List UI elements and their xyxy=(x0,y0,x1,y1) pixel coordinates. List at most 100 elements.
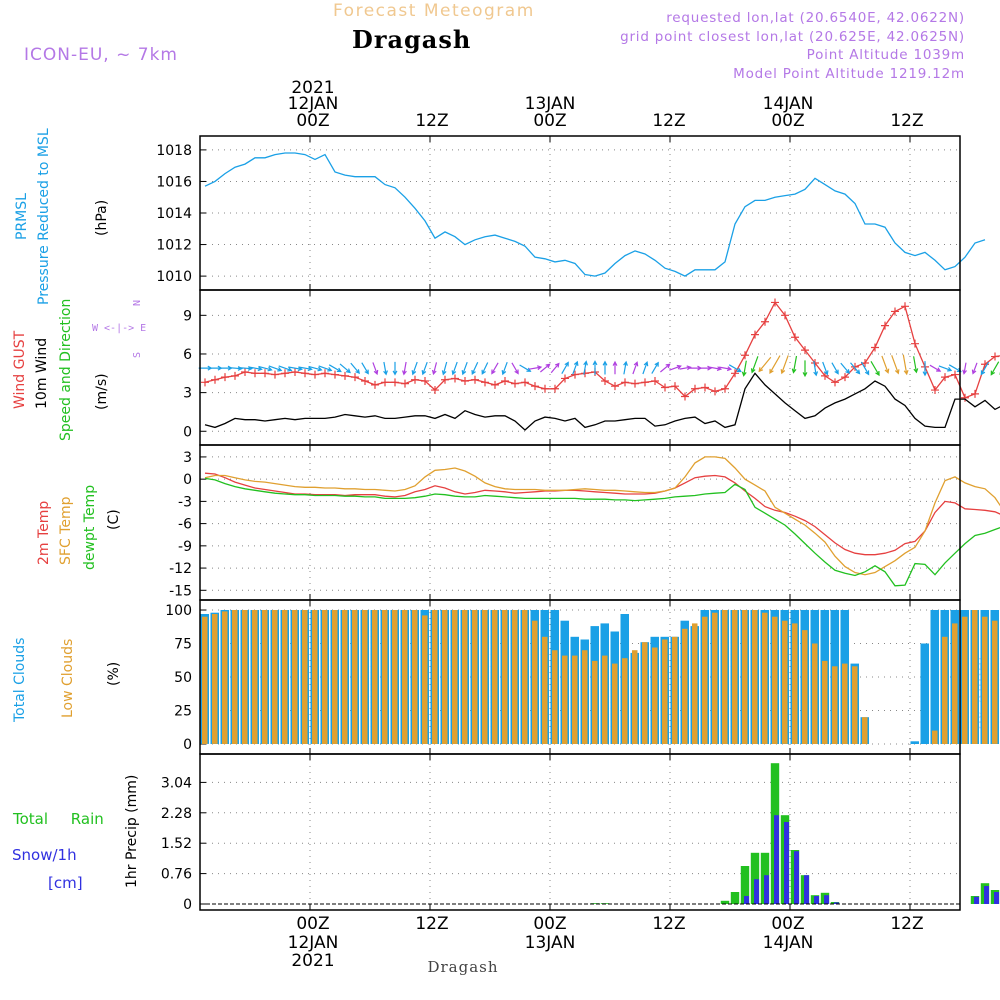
snow-bar xyxy=(744,896,749,904)
wind-arrow xyxy=(902,354,909,376)
gust-marker xyxy=(261,369,269,378)
gust-marker xyxy=(701,383,709,392)
bottom-tick-label: 00Z xyxy=(533,914,566,934)
temp-unit-label: (C) xyxy=(106,509,122,530)
low-cloud-bar xyxy=(392,610,398,744)
gust-marker xyxy=(231,371,239,380)
low-cloud-bar xyxy=(932,730,938,744)
wind-arrow xyxy=(550,362,560,374)
wind-arrow xyxy=(583,360,588,375)
precip-panel-labels: Total Rain Snow/1h [cm] 1hr Precip (mm) xyxy=(12,775,140,892)
gust-marker xyxy=(511,379,519,388)
series-line-dewpt-temp xyxy=(204,477,1000,587)
low-cloud-bar xyxy=(712,612,718,744)
wind-arrow xyxy=(660,363,671,373)
low-cloud-bar xyxy=(372,610,378,744)
gust-marker xyxy=(201,378,209,387)
wind-arrow xyxy=(572,360,579,375)
top-time-axis: 2021 12JAN 13JAN 14JAN 00Z 12Z 00Z 12Z 0… xyxy=(288,78,924,131)
wind-arrow xyxy=(431,362,438,376)
low-cloud-bar xyxy=(862,717,868,744)
wind-arrow xyxy=(612,360,618,375)
snow-unit-label: [cm] xyxy=(48,874,83,892)
total-cloud-bar xyxy=(910,741,919,744)
bottom-tick-label: 12Z xyxy=(652,914,685,934)
low-cloud-bar xyxy=(982,616,988,744)
wind-arrow xyxy=(268,365,283,372)
gust-marker xyxy=(801,346,809,355)
wind-arrow xyxy=(392,361,398,376)
gust-marker xyxy=(521,378,529,387)
low-cloud-bar xyxy=(502,610,508,744)
wind-arrow xyxy=(870,360,880,377)
gust-marker xyxy=(241,368,249,377)
snow-bar xyxy=(784,822,789,904)
gust-marker xyxy=(661,383,669,392)
y-tick-label: -15 xyxy=(169,583,192,599)
wind-arrow xyxy=(938,365,953,372)
low-cloud-bar xyxy=(642,642,648,744)
top-tick-label: 12Z xyxy=(890,111,923,131)
low-cloud-bar xyxy=(822,660,828,744)
low-cloud-bar xyxy=(422,615,428,744)
low-cloud-bar xyxy=(242,610,248,744)
snow-bar xyxy=(764,875,769,904)
gust-marker xyxy=(711,387,719,396)
wind-arrow xyxy=(840,362,851,375)
y-tick-label: 1014 xyxy=(156,206,192,222)
gust-marker xyxy=(641,378,649,387)
low-cloud-bar xyxy=(462,610,468,744)
wind-arrow xyxy=(980,361,990,376)
wind-speed-dir-label: Speed and Direction xyxy=(58,299,74,441)
gust-marker xyxy=(551,384,559,393)
gust-marker xyxy=(461,377,469,386)
series-line-sfc-temp xyxy=(204,456,1000,576)
total-clouds-label: Total Clouds xyxy=(12,638,28,723)
gust-marker xyxy=(311,370,319,379)
wind-arrow xyxy=(651,361,659,374)
low-cloud-bar xyxy=(842,663,848,744)
y-tick-label: 1.52 xyxy=(161,836,192,852)
gust-marker xyxy=(821,371,829,380)
gust-marker xyxy=(971,389,979,398)
wind-arrow xyxy=(328,364,342,373)
wind-arrow xyxy=(602,360,608,375)
y-tick-label: 1010 xyxy=(156,269,192,285)
snow-bar xyxy=(834,902,839,904)
rain-bar xyxy=(740,866,750,904)
y-tick-label: -6 xyxy=(178,517,192,533)
low-cloud-bar xyxy=(222,611,228,744)
y-tick-label: -12 xyxy=(169,561,192,577)
gust-marker xyxy=(831,378,839,387)
wind-arrow xyxy=(350,362,361,375)
snow-bar xyxy=(804,875,809,904)
wind-arrow xyxy=(441,361,448,376)
top-tick-label: 00Z xyxy=(771,111,804,131)
gust-marker xyxy=(501,377,509,386)
pressure-unit-label: (hPa) xyxy=(94,200,110,236)
gust-marker xyxy=(871,343,879,352)
low-cloud-bar xyxy=(602,655,608,744)
wind-arrow xyxy=(528,365,543,371)
gust-marker xyxy=(441,375,449,384)
bottom-tick-label: 12Z xyxy=(415,914,448,934)
wind-arrow xyxy=(258,365,273,372)
temp-dewpt-label: dewpt Temp xyxy=(82,485,98,570)
panel-1: 0 3 6 9 xyxy=(183,289,1000,446)
low-cloud-bar xyxy=(212,614,218,744)
wind-arrow xyxy=(850,362,861,375)
footer-location: Dragash xyxy=(427,958,498,976)
y-tick-label: 0 xyxy=(183,424,192,440)
y-tick-label: 100 xyxy=(165,603,192,619)
low-cloud-bar xyxy=(622,658,628,744)
gust-marker xyxy=(781,311,789,320)
gust-marker xyxy=(481,378,489,387)
series-line-10m-wind xyxy=(204,372,1000,431)
compass-we-label: W <-|-> E xyxy=(92,323,146,334)
wind-10m-label: 10m Wind xyxy=(34,338,50,409)
gust-marker xyxy=(411,375,419,384)
gust-marker xyxy=(911,339,919,348)
cloud-unit-label: (%) xyxy=(106,662,122,686)
y-tick-label: -3 xyxy=(178,494,192,510)
gust-marker xyxy=(681,392,689,401)
